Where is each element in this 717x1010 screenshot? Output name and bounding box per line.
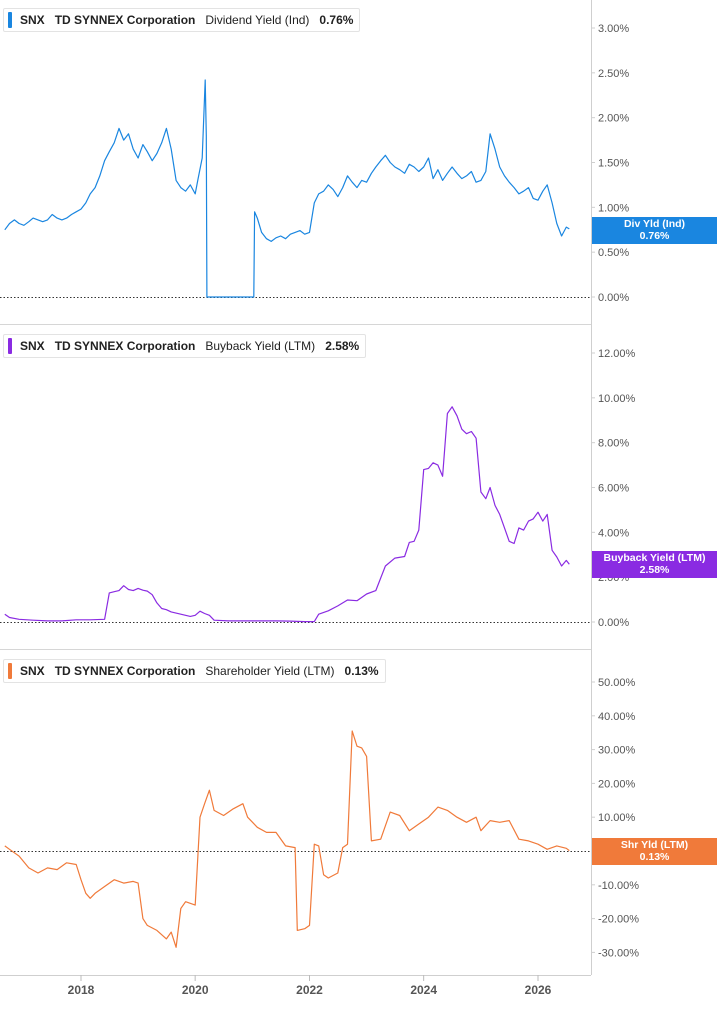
legend-dividend-company: TD SYNNEX Corporation (54, 13, 196, 27)
x-tick-label: 2024 (410, 983, 437, 997)
legend-shareholder-swatch (8, 663, 12, 679)
x-tick-label: 2026 (525, 983, 552, 997)
price-tag-dividend-value: 0.76% (639, 230, 670, 242)
x-tick-label: 2018 (68, 983, 95, 997)
series-line (4, 406, 570, 623)
y-tick-label: 6.00% (598, 483, 629, 495)
y-tick-label: 10.00% (598, 812, 636, 824)
y-tick-label: 1.50% (598, 158, 629, 170)
legend-dividend-value: 0.76% (319, 13, 354, 27)
legend-buyback-metric: Buyback Yield (LTM) (205, 339, 316, 353)
y-tick-label: 1.00% (598, 202, 629, 214)
legend-shareholder-metric: Shareholder Yield (LTM) (205, 664, 335, 678)
y-tick-label: 50.00% (598, 677, 636, 689)
price-tag-buyback-label: Buyback Yield (LTM) (603, 552, 706, 564)
legend-dividend-ticker: SNX (20, 13, 45, 27)
y-tick-label: -10.00% (598, 880, 639, 892)
legend-buyback-company: TD SYNNEX Corporation (54, 339, 196, 353)
y-tick-label: -20.00% (598, 914, 639, 926)
legend-dividend-metric: Dividend Yield (Ind) (205, 13, 310, 27)
legend-dividend-swatch (8, 12, 12, 28)
y-tick-label: 40.00% (598, 711, 636, 723)
series-line (4, 79, 570, 298)
legend-buyback-swatch (8, 338, 12, 354)
y-tick-label: -30.00% (598, 947, 639, 959)
price-tag-shareholder-value: 0.13% (639, 851, 670, 863)
x-tick-label: 2020 (182, 983, 209, 997)
y-tick-label: 0.00% (598, 617, 629, 629)
legend-shareholder[interactable]: SNX TD SYNNEX Corporation Shareholder Yi… (3, 659, 386, 683)
legend-shareholder-ticker: SNX (20, 664, 45, 678)
y-tick-label: 30.00% (598, 745, 636, 757)
y-tick-label: 0.50% (598, 247, 629, 259)
price-tag-buyback: Buyback Yield (LTM) 2.58% (592, 551, 717, 578)
price-tag-buyback-value: 2.58% (639, 564, 670, 576)
price-tag-dividend-label: Div Yld (Ind) (623, 218, 686, 230)
y-tick-label: 0.00% (598, 292, 629, 304)
y-tick-label: 8.00% (598, 438, 629, 450)
legend-buyback-ticker: SNX (20, 339, 45, 353)
y-tick-label: 2.50% (598, 68, 629, 80)
legend-buyback[interactable]: SNX TD SYNNEX Corporation Buyback Yield … (3, 334, 367, 358)
y-tick-label: 2.00% (598, 113, 629, 125)
y-tick-label: 20.00% (598, 778, 636, 790)
y-tick-label: 10.00% (598, 393, 636, 405)
x-tick-label: 2022 (296, 983, 323, 997)
legend-shareholder-value: 0.13% (344, 664, 379, 678)
price-tag-shareholder-label: Shr Yld (LTM) (620, 839, 689, 851)
series-line (4, 730, 570, 948)
y-tick-label: 4.00% (598, 527, 629, 539)
y-tick-label: 3.00% (598, 23, 629, 35)
legend-buyback-value: 2.58% (325, 339, 360, 353)
legend-dividend[interactable]: SNX TD SYNNEX Corporation Dividend Yield… (3, 8, 361, 32)
price-tag-dividend: Div Yld (Ind) 0.76% (592, 217, 717, 244)
legend-shareholder-company: TD SYNNEX Corporation (54, 664, 196, 678)
price-tag-shareholder: Shr Yld (LTM) 0.13% (592, 838, 717, 865)
y-tick-label: 12.00% (598, 348, 636, 360)
